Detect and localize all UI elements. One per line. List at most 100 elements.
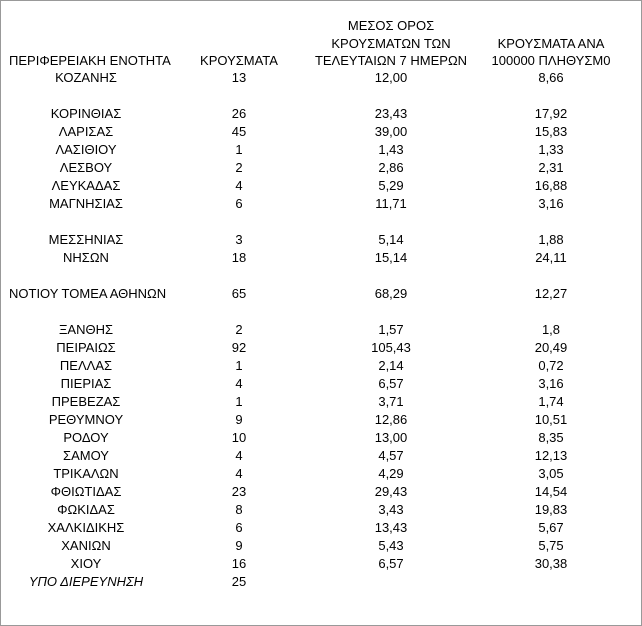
region-name: ΚΟΡΙΝΘΙΑΣ bbox=[50, 106, 122, 121]
region-name: ΡΟΔΟΥ bbox=[63, 430, 109, 445]
value-cell: 13 bbox=[231, 70, 247, 85]
value-cell: 4 bbox=[235, 178, 243, 193]
value-cell: 6 bbox=[235, 196, 243, 211]
value-cell: 1,88 bbox=[538, 232, 564, 247]
header-cell: 100000 ΠΛΗΘΥΣΜ0 bbox=[491, 53, 611, 68]
value-cell: 29,43 bbox=[374, 484, 408, 499]
value-cell: 1,74 bbox=[538, 394, 564, 409]
header-cell: ΜΕΣΟΣ ΟΡΟΣ bbox=[347, 18, 435, 33]
region-name: ΡΕΘΥΜΝΟΥ bbox=[48, 412, 124, 427]
value-cell: 6,57 bbox=[378, 556, 404, 571]
value-cell: 1 bbox=[235, 358, 243, 373]
value-cell: 3,43 bbox=[378, 502, 404, 517]
value-cell: 23 bbox=[231, 484, 247, 499]
region-name: ΠΡΕΒΕΖΑΣ bbox=[51, 394, 121, 409]
value-cell: 10,51 bbox=[534, 412, 568, 427]
value-cell: 8 bbox=[235, 502, 243, 517]
value-cell: 13,43 bbox=[374, 520, 408, 535]
value-cell: 15,83 bbox=[534, 124, 568, 139]
region-name: ΧΙΟΥ bbox=[70, 556, 102, 571]
header-cell: ΚΡΟΥΣΜΑΤΑ ΑΝΑ bbox=[497, 35, 605, 51]
value-cell: 12,27 bbox=[534, 286, 568, 301]
value-cell: 3,16 bbox=[538, 196, 564, 211]
value-cell: 14,54 bbox=[534, 484, 568, 499]
value-cell: 2 bbox=[235, 322, 243, 337]
value-cell: 23,43 bbox=[374, 106, 408, 121]
region-name: ΚΟΖΑΝΗΣ bbox=[55, 70, 117, 85]
value-cell: 92 bbox=[231, 340, 247, 355]
value-cell: 2,14 bbox=[378, 358, 404, 373]
value-cell: 12,00 bbox=[374, 70, 408, 85]
region-name: ΜΑΓΝΗΣΙΑΣ bbox=[49, 196, 123, 211]
value-cell: 20,49 bbox=[534, 340, 568, 355]
region-name: ΥΠΟ ΔΙΕΡΕΥΝΗΣΗ bbox=[28, 574, 144, 589]
value-cell: 4,57 bbox=[378, 448, 404, 463]
region-name: ΞΑΝΘΗΣ bbox=[58, 322, 114, 337]
value-cell: 12,13 bbox=[534, 448, 568, 463]
value-cell: 1,43 bbox=[378, 142, 404, 157]
value-cell: 6,57 bbox=[378, 376, 404, 391]
value-cell: 2,31 bbox=[538, 160, 564, 175]
value-cell: 1,57 bbox=[378, 322, 404, 337]
region-name: ΛΕΣΒΟΥ bbox=[59, 160, 113, 175]
region-name: ΛΑΡΙΣΑΣ bbox=[58, 124, 114, 139]
region-name: ΠΕΛΛΑΣ bbox=[59, 358, 113, 373]
region-name: ΠΕΙΡΑΙΩΣ bbox=[56, 340, 116, 355]
value-cell: 9 bbox=[235, 538, 243, 553]
value-cell: 16 bbox=[231, 556, 247, 571]
value-cell: 25 bbox=[231, 574, 247, 589]
value-cell: 3,16 bbox=[538, 376, 564, 391]
value-cell: 17,92 bbox=[534, 106, 568, 121]
value-cell: 13,00 bbox=[374, 430, 408, 445]
value-cell: 2 bbox=[235, 160, 243, 175]
value-cell: 3 bbox=[235, 232, 243, 247]
value-cell: 65 bbox=[231, 286, 247, 301]
header-cell: ΠΕΡΙΦΕΡΕΙΑΚΗ ΕΝΟΤΗΤΑ bbox=[9, 53, 171, 68]
value-cell: 8,35 bbox=[538, 430, 564, 445]
value-cell: 18 bbox=[231, 250, 247, 265]
region-name: ΧΑΝΙΩΝ bbox=[61, 538, 111, 553]
region-name: ΛΕΥΚΑΔΑΣ bbox=[51, 178, 121, 193]
value-cell: 4,29 bbox=[378, 466, 404, 481]
value-cell: 4 bbox=[235, 466, 243, 481]
region-name: ΦΘΙΩΤΙΔΑΣ bbox=[50, 484, 122, 499]
value-cell: 1,33 bbox=[538, 142, 564, 157]
value-cell: 5,43 bbox=[378, 538, 404, 553]
value-cell: 8,66 bbox=[538, 70, 564, 85]
value-cell: 5,14 bbox=[378, 232, 404, 247]
region-name: ΝΟΤΙΟΥ ΤΟΜΕΑ ΑΘΗΝΩΝ bbox=[9, 286, 167, 301]
header-cell: ΤΕΛΕΥΤΑΙΩΝ 7 ΗΜΕΡΩΝ bbox=[314, 53, 468, 68]
value-cell: 12,86 bbox=[374, 412, 408, 427]
value-cell: 1 bbox=[235, 394, 243, 409]
value-cell: 9 bbox=[235, 412, 243, 427]
value-cell: 1,8 bbox=[541, 322, 561, 337]
value-cell: 24,11 bbox=[535, 250, 567, 265]
region-name: ΣΑΜΟΥ bbox=[63, 448, 109, 463]
value-cell: 11,71 bbox=[375, 196, 407, 211]
value-cell: 30,38 bbox=[534, 556, 568, 571]
value-cell: 4 bbox=[235, 448, 243, 463]
value-cell: 16,88 bbox=[534, 178, 568, 193]
value-cell: 5,75 bbox=[538, 538, 564, 553]
region-name: ΛΑΣΙΘΙΟΥ bbox=[55, 142, 117, 157]
value-cell: 1 bbox=[235, 142, 243, 157]
value-cell: 3,71 bbox=[378, 394, 404, 409]
region-name: ΠΙΕΡΙΑΣ bbox=[60, 376, 112, 391]
value-cell: 19,83 bbox=[534, 502, 568, 517]
value-cell: 0,72 bbox=[538, 358, 564, 373]
value-cell: 6 bbox=[235, 520, 243, 535]
value-cell: 68,29 bbox=[374, 286, 408, 301]
region-name: ΜΕΣΣΗΝΙΑΣ bbox=[48, 232, 124, 247]
value-cell: 3,05 bbox=[538, 466, 564, 481]
value-cell: 105,43 bbox=[371, 340, 411, 355]
value-cell: 2,86 bbox=[378, 160, 404, 175]
region-name: ΝΗΣΩΝ bbox=[63, 250, 109, 265]
region-name: ΧΑΛΚΙΔΙΚΗΣ bbox=[47, 520, 125, 535]
value-cell: 15,14 bbox=[374, 250, 408, 265]
value-cell: 10 bbox=[231, 430, 247, 445]
value-cell: 39,00 bbox=[374, 124, 408, 139]
value-cell: 5,29 bbox=[378, 178, 404, 193]
region-name: ΤΡΙΚΑΛΩΝ bbox=[53, 466, 119, 481]
